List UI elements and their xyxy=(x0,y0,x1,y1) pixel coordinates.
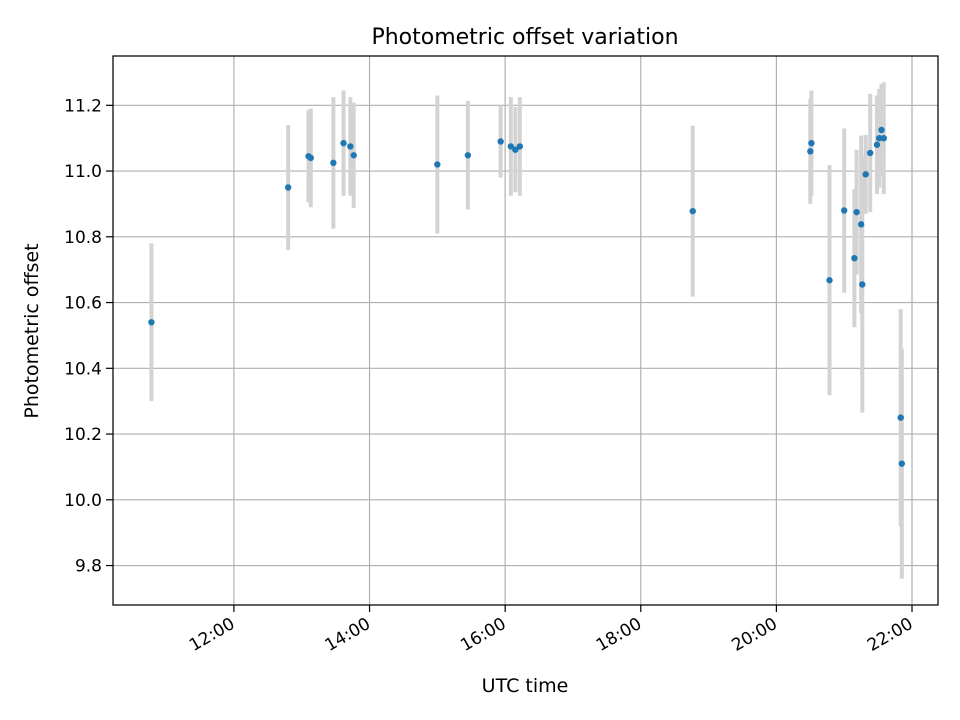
data-point xyxy=(807,148,814,155)
data-point xyxy=(880,134,887,142)
data-point xyxy=(826,277,833,284)
data-point xyxy=(862,171,869,178)
data-point xyxy=(866,149,874,157)
data-point xyxy=(284,184,292,191)
data-point xyxy=(340,139,347,147)
y-tick-label: 10.4 xyxy=(64,359,102,379)
data-point xyxy=(897,414,904,421)
y-tick-label: 10.2 xyxy=(64,425,102,445)
y-tick-label: 9.8 xyxy=(75,557,102,577)
data-point xyxy=(512,146,519,153)
axes-frame xyxy=(112,55,939,606)
y-tick-label: 10.0 xyxy=(64,491,102,511)
data-point xyxy=(350,152,357,159)
data-point xyxy=(689,207,696,215)
data-point xyxy=(507,143,515,150)
data-point xyxy=(330,159,337,167)
data-point xyxy=(808,139,815,147)
data-point xyxy=(873,141,881,148)
data-point xyxy=(307,154,314,162)
y-tick-label: 11.0 xyxy=(64,162,102,182)
data-point xyxy=(840,207,848,214)
y-tick-label: 10.8 xyxy=(64,228,102,248)
x-axis-label: UTC time xyxy=(482,675,569,697)
data-point xyxy=(347,143,354,150)
data-point xyxy=(851,254,858,262)
data-point xyxy=(857,221,865,228)
data-point xyxy=(876,134,883,142)
chart-title: Photometric offset variation xyxy=(371,25,678,50)
data-points xyxy=(148,126,906,467)
data-point xyxy=(878,126,885,134)
y-tick-label: 10.6 xyxy=(64,294,102,314)
data-point xyxy=(148,319,155,326)
data-point xyxy=(898,460,906,467)
data-point xyxy=(516,143,524,150)
data-point xyxy=(464,152,472,159)
data-point xyxy=(434,161,441,168)
data-point xyxy=(859,281,866,288)
data-point xyxy=(497,138,504,145)
data-point xyxy=(853,208,860,216)
y-axis-label: Photometric offset xyxy=(21,243,43,418)
grid xyxy=(113,56,938,605)
y-tick-label: 11.2 xyxy=(64,96,102,116)
